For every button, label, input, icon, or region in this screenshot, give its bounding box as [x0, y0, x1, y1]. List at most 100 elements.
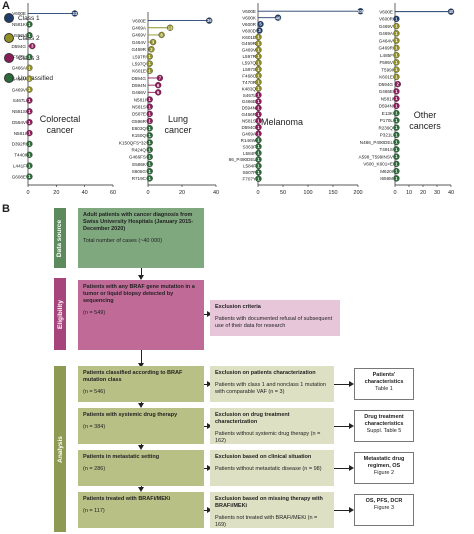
lollipop-point: [393, 51, 400, 59]
panel-a-label: A: [2, 0, 10, 12]
mutation-label: E586K: [132, 162, 147, 167]
lollipop-point: [26, 97, 33, 104]
mutation-label: G469V: [379, 24, 394, 29]
lollipop-point: [393, 37, 400, 44]
lollipop-value-label: 1: [257, 125, 260, 130]
lollipop-value-label: 1: [257, 54, 260, 59]
lollipop-value-label: 1: [28, 142, 31, 147]
lollipop-value-label: 1: [257, 67, 260, 72]
mutation-label: G466A: [12, 66, 27, 71]
mutation-label: E603Q: [132, 126, 147, 131]
output-box: Metastatic drug regimen, OS Figure 2: [354, 452, 414, 484]
exclusion-criteria-title: Exclusion criteria: [215, 304, 261, 310]
legend-label: Class 1: [18, 14, 40, 22]
section-data-source: Data source: [54, 208, 66, 268]
analysis-step-box: Patients classified according to BRAF mu…: [78, 366, 204, 402]
arrow-to-output: [334, 423, 354, 429]
source-note: Total number of cases (~40 000): [83, 238, 163, 244]
lollipop-value-label: 1: [257, 93, 260, 98]
lollipop-value-label: 1: [257, 112, 260, 117]
analysis-step-box: Patients treated with BRAFi/MEKi (n = 117…: [78, 492, 204, 528]
output-reference: Figure 3: [373, 505, 395, 511]
step-count: (n = 384): [83, 424, 106, 430]
section-label: Eligibility: [56, 299, 64, 329]
mutation-label: L441F: [13, 163, 26, 168]
lollipop-point: [393, 22, 400, 30]
exclusion-note: Patients with class 1 and nonclass 1 mut…: [215, 382, 326, 395]
arrow-source-to-eligibility: [138, 268, 144, 280]
mutation-label: F595V: [379, 60, 393, 65]
panel-title: Melanoma: [261, 117, 303, 127]
arrow-next-step: [138, 402, 144, 408]
lollipop-value-label: 1: [257, 144, 260, 149]
source-box: Adult patients with cancer diagnosis fro…: [78, 208, 204, 268]
step-title: Patients treated with BRAFi/MEKi: [83, 496, 171, 502]
exclusion-box: Exclusion based on clinical situation Pat…: [210, 450, 334, 486]
exclusion-box: Exclusion based on missing therapy with …: [210, 492, 334, 528]
legend-item-unclassified: Unclassified: [4, 72, 53, 84]
legend-swatch: [4, 73, 14, 83]
mutation-label: P321L: [380, 133, 394, 138]
lollipop-point: [26, 151, 33, 158]
lollipop-value-label: 1: [395, 103, 398, 108]
step-title: Patients classified according to BRAF mu…: [83, 370, 183, 383]
lollipop-value-label: 1: [149, 68, 152, 73]
x-tick-label: 40: [448, 190, 454, 196]
mutation-label: G464V: [379, 38, 394, 43]
lollipop-value-label: 1: [28, 152, 31, 157]
mutation-label: D392R: [12, 142, 27, 147]
lollipop-value-label: 7: [159, 76, 162, 81]
lollipop-value-label: 1: [395, 140, 398, 145]
lollipop-point: [393, 131, 400, 139]
mutation-label: D587E: [132, 112, 146, 117]
lollipop-point: [255, 111, 262, 118]
arrow-next-step: [138, 486, 144, 492]
x-tick-label: 30: [434, 190, 440, 196]
lollipop-point: [255, 40, 262, 47]
lollipop-point: [393, 117, 400, 124]
arrow-next-step: [138, 444, 144, 450]
lollipop-value-label: 1: [28, 174, 31, 179]
lollipop-value-label: 1: [395, 161, 398, 166]
lollipop-value-label: 1: [395, 118, 398, 123]
lollipop-point: [146, 153, 153, 161]
lollipop-point: [255, 156, 262, 163]
mutation-label: L597R: [132, 54, 146, 59]
lollipop-value-label: 1: [149, 176, 152, 181]
lollipop-value-label: 40: [449, 9, 454, 14]
exclusion-box: Exclusion on patients characterization Pa…: [210, 366, 334, 402]
lollipop-point: [26, 86, 33, 93]
lollipop-point: [158, 31, 165, 39]
output-box: Drug treatment characteristics Suppl. Tab…: [354, 410, 414, 442]
lollipop-value-label: 1: [395, 74, 398, 79]
mutation-label: G469A: [242, 131, 257, 136]
lollipop-value-label: 1: [395, 60, 398, 65]
lollipop-value-label: 1: [395, 96, 398, 101]
lollipop-value-label: 1: [395, 67, 398, 72]
mutation-label: N581S: [242, 119, 256, 124]
x-tick-label: 40: [213, 190, 219, 196]
lollipop-point: [255, 78, 262, 86]
mutation-label: D594N: [379, 104, 393, 109]
section-label: Analysis: [56, 435, 64, 463]
section-label: Data source: [56, 219, 64, 257]
mutation-label: F707Y: [242, 177, 256, 182]
mutation-label: V600_K601>E: [363, 162, 393, 167]
mutation-label: E13K: [382, 111, 394, 116]
lollipop-value-label: 1: [257, 157, 260, 162]
lollipop-point: [255, 117, 262, 124]
lollipop-value-label: 1: [149, 97, 152, 102]
panel-b-label: B: [2, 203, 10, 215]
lollipop-point: [255, 104, 262, 112]
lollipop-point: [393, 73, 400, 81]
legend-swatch: [4, 53, 14, 63]
mutation-label: I582V: [14, 33, 27, 38]
x-tick-label: 0: [26, 190, 29, 196]
output-reference: Suppl. Table 5: [366, 428, 402, 434]
lollipop-point: [393, 175, 400, 182]
lollipop-point: [255, 85, 262, 92]
lollipop-point: [146, 125, 153, 132]
lollipop-value-label: 1: [28, 65, 31, 70]
lollipop-point: [255, 46, 262, 54]
x-tick-label: 0: [393, 190, 396, 196]
